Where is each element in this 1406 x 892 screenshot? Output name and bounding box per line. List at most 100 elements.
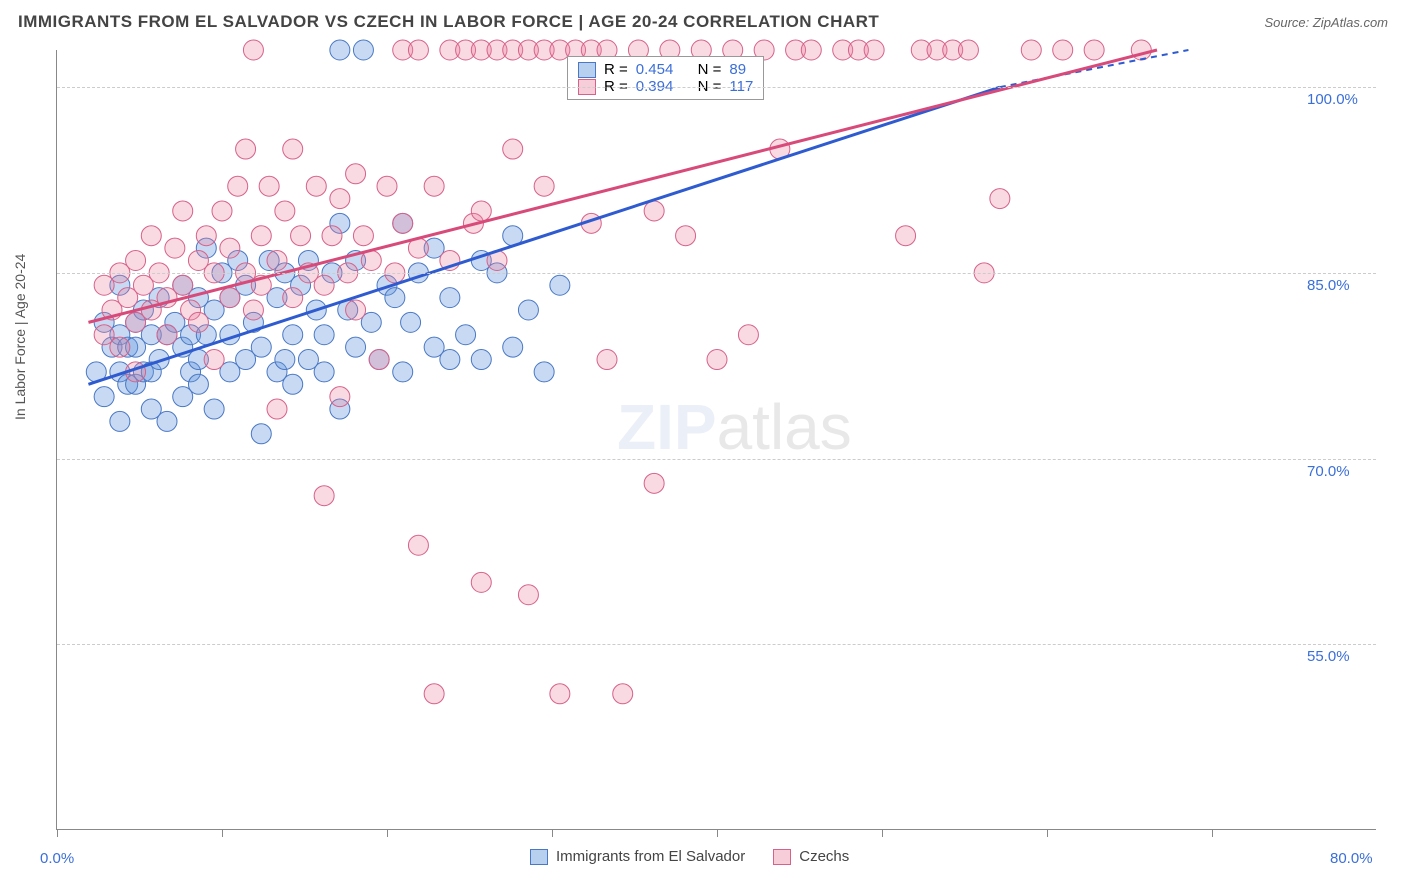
chart-title: IMMIGRANTS FROM EL SALVADOR VS CZECH IN … [18, 12, 879, 32]
data-point [707, 350, 727, 370]
y-tick-label: 100.0% [1307, 91, 1358, 108]
x-tick [717, 829, 718, 837]
data-point [228, 176, 248, 196]
data-point [322, 226, 342, 246]
r-label: R = [604, 61, 628, 78]
data-point [597, 350, 617, 370]
grid-line [57, 644, 1376, 645]
data-point [424, 176, 444, 196]
n-value-blue: 89 [729, 61, 746, 78]
data-point [408, 535, 428, 555]
data-point [165, 238, 185, 258]
data-point [503, 337, 523, 357]
trend-line [88, 87, 999, 384]
data-point [291, 226, 311, 246]
data-point [864, 40, 884, 60]
y-tick-label: 70.0% [1307, 463, 1350, 480]
data-point [283, 139, 303, 159]
data-point [110, 411, 130, 431]
data-point [283, 288, 303, 308]
x-tick [222, 829, 223, 837]
data-point [1021, 40, 1041, 60]
data-point [385, 288, 405, 308]
correlation-legend: R = 0.454 N = 89 R = 0.394 N = 117 [567, 56, 764, 100]
data-point [346, 164, 366, 184]
data-point [738, 325, 758, 345]
y-tick-label: 55.0% [1307, 648, 1350, 665]
data-point [408, 40, 428, 60]
data-point [1053, 40, 1073, 60]
data-point [330, 387, 350, 407]
legend-swatch-blue [530, 849, 548, 865]
data-point [141, 226, 161, 246]
data-point [471, 201, 491, 221]
data-point [157, 411, 177, 431]
data-point [157, 325, 177, 345]
data-point [393, 213, 413, 233]
data-point [314, 362, 334, 382]
data-point [471, 350, 491, 370]
data-point [306, 176, 326, 196]
data-point [456, 325, 476, 345]
series-legend: Immigrants from El Salvador Czechs [530, 848, 849, 865]
data-point [613, 684, 633, 704]
legend-swatch-pink [773, 849, 791, 865]
data-point [353, 40, 373, 60]
data-point [644, 473, 664, 493]
data-point [896, 226, 916, 246]
data-point [173, 201, 193, 221]
data-point [330, 40, 350, 60]
data-point [550, 275, 570, 295]
data-point [204, 399, 224, 419]
data-point [503, 139, 523, 159]
data-point [188, 374, 208, 394]
data-point [275, 201, 295, 221]
x-tick [552, 829, 553, 837]
data-point [353, 226, 373, 246]
x-tick [57, 829, 58, 837]
data-point [251, 424, 271, 444]
data-point [518, 585, 538, 605]
data-point [204, 350, 224, 370]
data-point [236, 139, 256, 159]
data-point [471, 572, 491, 592]
data-point [267, 399, 287, 419]
data-point [126, 250, 146, 270]
data-point [393, 362, 413, 382]
data-point [644, 201, 664, 221]
data-point [251, 226, 271, 246]
data-point [801, 40, 821, 60]
data-point [259, 176, 279, 196]
data-point [990, 189, 1010, 209]
data-point [275, 350, 295, 370]
data-point [401, 312, 421, 332]
data-point [243, 40, 263, 60]
n-label: N = [698, 61, 722, 78]
grid-line [57, 459, 1376, 460]
x-axis-left-label: 0.0% [40, 850, 74, 867]
data-point [518, 300, 538, 320]
data-point [346, 300, 366, 320]
data-point [1084, 40, 1104, 60]
data-point [314, 275, 334, 295]
scatter-svg [57, 50, 1376, 829]
data-point [267, 250, 287, 270]
data-point [424, 684, 444, 704]
data-point [188, 312, 208, 332]
data-point [283, 325, 303, 345]
legend-swatch-blue [578, 62, 596, 78]
x-tick [1212, 829, 1213, 837]
x-axis-right-label: 80.0% [1330, 850, 1373, 867]
legend-label-pink: Czechs [799, 848, 849, 865]
data-point [534, 176, 554, 196]
y-axis-label: In Labor Force | Age 20-24 [12, 254, 28, 420]
x-tick [882, 829, 883, 837]
y-tick-label: 85.0% [1307, 277, 1350, 294]
data-point [251, 337, 271, 357]
data-point [550, 684, 570, 704]
data-point [283, 374, 303, 394]
grid-line [57, 273, 1376, 274]
r-value-blue: 0.454 [636, 61, 674, 78]
data-point [110, 337, 130, 357]
data-point [243, 300, 263, 320]
